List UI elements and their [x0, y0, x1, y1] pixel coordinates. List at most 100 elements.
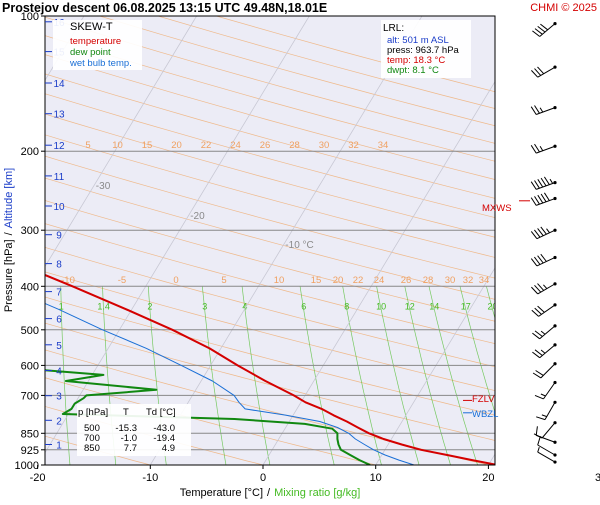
wind-barb-feather — [534, 256, 541, 265]
levels-table-cell: -15.3 — [115, 423, 137, 434]
wind-barb-feather — [540, 177, 547, 187]
dry-adiabat-label: 32 — [348, 140, 359, 151]
data-layer — [45, 273, 495, 465]
mixing-ratio-label: 20 — [487, 301, 497, 311]
wind-barb-half-feather — [546, 228, 550, 234]
wind-barb-shaft — [541, 422, 556, 439]
wind-barb — [532, 362, 557, 379]
wind-barb-shaft — [537, 283, 556, 295]
x-axis-label-mixing: Mixing ratio [g/kg] — [274, 487, 360, 499]
wind-barb-feather — [537, 26, 546, 33]
wind-barb-station — [553, 22, 557, 26]
dry-adiabat-label: 26 — [401, 275, 412, 286]
wind-barb-half-feather — [540, 330, 546, 335]
wind-barb — [530, 176, 557, 190]
wind-barb-shaft — [538, 304, 556, 317]
pressure-tick-label: 850 — [21, 428, 39, 440]
marker-wbzl-label: WBZL — [472, 409, 498, 420]
levels-table-cell: 7.7 — [124, 443, 137, 454]
wind-barb-station — [553, 228, 557, 232]
levels-table-cell: -19.4 — [153, 433, 175, 444]
dry-adiabat-line — [45, 247, 495, 368]
dry-adiabat-label: 0 — [173, 275, 178, 286]
mixing-ratio-label: 3 — [202, 301, 207, 311]
wind-barb-shaft — [540, 363, 556, 379]
wind-barb-half-feather — [541, 414, 547, 418]
dry-adiabat-label: 5 — [221, 275, 226, 286]
mixing-ratio-label: 17 — [461, 301, 471, 311]
wind-barb-feather — [530, 181, 537, 190]
mixing-ratio-label: 6 — [301, 301, 306, 311]
wetbulb-line — [45, 302, 415, 465]
temperature-tick-label: 0 — [260, 472, 266, 484]
credit-label: CHMI © 2025 — [530, 2, 597, 14]
wind-barb — [532, 324, 557, 340]
isotherm-line — [45, 16, 197, 268]
levels-table-cell: 850 — [84, 443, 100, 454]
wind-barb-feather — [534, 196, 540, 205]
dry-adiabat-label: -5 — [118, 275, 126, 286]
wind-barb-feather — [530, 145, 537, 154]
wind-barb-feather — [534, 229, 541, 238]
wind-barb-feather — [537, 305, 545, 313]
dry-adiabat-label: 22 — [201, 140, 212, 151]
levels-table-header-td: Td [°C] — [146, 407, 176, 418]
wind-barb-feather — [534, 180, 540, 189]
mixing-ratio-label: 4 — [242, 301, 247, 311]
wind-barb — [537, 436, 557, 457]
wind-barb — [530, 143, 557, 154]
levels-table-header-p: p [hPa] — [78, 407, 108, 418]
altitude-tick-label: 2 — [56, 416, 62, 427]
wind-barb-feather — [534, 143, 540, 153]
wind-barb-station — [553, 255, 557, 260]
dry-adiabat-label: 34 — [479, 275, 490, 286]
wind-barb-feather — [537, 283, 545, 291]
wind-barb-station — [553, 65, 557, 69]
wind-barb-feather — [536, 416, 546, 421]
wind-barb-shaft — [537, 444, 556, 456]
dry-adiabat-line — [45, 155, 495, 279]
lrl-background — [381, 20, 471, 78]
mixing-ratio-label: 25 — [525, 301, 535, 311]
isotherm-line — [375, 267, 495, 465]
dry-adiabat-line — [45, 73, 495, 199]
wind-barb-feather — [535, 426, 538, 436]
wind-barb — [531, 303, 557, 317]
marker-mxws-label: MXWS — [482, 203, 512, 214]
levels-table-cell: 500 — [84, 423, 100, 434]
lrl-alt: alt: 501 m ASL — [387, 35, 449, 46]
wind-barb-feather — [531, 309, 539, 317]
wind-barb-feather — [537, 179, 544, 188]
wind-barb-half-feather — [540, 393, 546, 397]
legend-title: SKEW-T — [70, 21, 113, 33]
wind-barb — [531, 282, 557, 295]
pressure-tick-label: 200 — [21, 146, 39, 158]
dry-adiabat-label: -10 — [61, 275, 75, 286]
legend-box: SKEW-T temperature dew point wet bulb te… — [53, 20, 142, 70]
mixing-ratio-label: 10 — [376, 301, 386, 311]
isotherm-label: -10 °C — [285, 240, 313, 251]
dry-adiabat-label: 5 — [85, 140, 90, 151]
wind-barb-feather — [543, 192, 550, 201]
altitude-tick-label: 6 — [56, 315, 62, 326]
wind-barb-shaft — [543, 382, 556, 400]
wind-barb-station — [553, 380, 557, 385]
wind-barb-station — [553, 324, 557, 328]
altitude-tick-label: 12 — [53, 141, 65, 152]
mixing-ratio-label: 8 — [344, 301, 349, 311]
wind-barb-station — [553, 106, 557, 110]
plot-frame — [44, 15, 496, 466]
wind-barb-feather — [534, 394, 544, 400]
isotherm-line — [149, 16, 423, 465]
dry-adiabat-label: 28 — [289, 140, 300, 151]
pressure-tick-label: 400 — [21, 281, 39, 293]
wind-barb-feather — [534, 105, 540, 114]
wind-barb — [531, 65, 557, 78]
lrl-title: LRL: — [383, 23, 404, 34]
wind-barb-station — [553, 421, 557, 425]
temperature-tick-label: 30 — [595, 472, 600, 484]
wind-barb-station — [553, 362, 557, 366]
isotherm-label: -20 — [190, 211, 205, 222]
dry-adiabat-label: 32 — [463, 275, 474, 286]
pressure-tick-label: 1000 — [15, 460, 39, 472]
